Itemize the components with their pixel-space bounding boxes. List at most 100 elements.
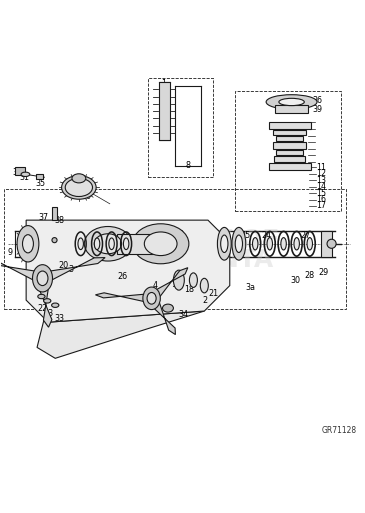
Text: 11: 11	[316, 163, 326, 171]
Text: GR71128: GR71128	[322, 426, 357, 435]
Text: 35: 35	[35, 179, 45, 188]
Polygon shape	[96, 293, 145, 302]
Ellipse shape	[144, 232, 177, 255]
Ellipse shape	[37, 271, 48, 286]
Bar	[4, 189, 346, 309]
Bar	[273, 130, 306, 135]
Ellipse shape	[173, 270, 184, 290]
Ellipse shape	[84, 227, 132, 261]
Ellipse shape	[132, 224, 189, 264]
Bar	[117, 234, 153, 253]
Bar	[321, 231, 331, 256]
Text: 30: 30	[291, 275, 301, 285]
Ellipse shape	[327, 239, 336, 248]
Polygon shape	[37, 311, 204, 358]
Bar	[52, 207, 57, 220]
Ellipse shape	[307, 238, 312, 250]
Ellipse shape	[279, 98, 304, 106]
Bar	[273, 142, 306, 149]
Text: 25: 25	[240, 231, 250, 240]
Ellipse shape	[267, 238, 273, 250]
Ellipse shape	[281, 238, 286, 250]
Ellipse shape	[235, 235, 242, 252]
Text: HALVOPENTA: HALVOPENTA	[91, 248, 274, 272]
Text: 3: 3	[68, 265, 73, 274]
Text: 18: 18	[184, 285, 194, 294]
Text: 39: 39	[313, 105, 323, 114]
Ellipse shape	[218, 227, 231, 260]
Ellipse shape	[78, 238, 84, 250]
Text: 8: 8	[185, 161, 191, 170]
Ellipse shape	[123, 238, 129, 250]
Ellipse shape	[17, 226, 39, 262]
Bar	[276, 150, 303, 155]
Ellipse shape	[147, 292, 156, 304]
Text: 12: 12	[316, 169, 326, 178]
Text: 32: 32	[12, 168, 23, 176]
Text: 5: 5	[158, 247, 163, 255]
Text: 26: 26	[118, 272, 128, 281]
Ellipse shape	[52, 238, 57, 243]
Polygon shape	[150, 302, 176, 334]
Ellipse shape	[109, 238, 114, 250]
Text: 6: 6	[103, 247, 108, 255]
Polygon shape	[0, 258, 37, 280]
Bar	[274, 156, 305, 162]
Ellipse shape	[94, 234, 122, 254]
Polygon shape	[26, 220, 230, 322]
Text: 34: 34	[178, 310, 188, 319]
Text: 10: 10	[81, 192, 91, 201]
Bar	[276, 136, 303, 141]
Text: 9: 9	[8, 248, 13, 258]
Text: 20: 20	[58, 261, 68, 270]
Text: 29: 29	[319, 268, 329, 278]
Ellipse shape	[38, 294, 45, 299]
Ellipse shape	[23, 234, 34, 253]
Text: 3a: 3a	[245, 283, 255, 292]
Text: 14: 14	[316, 182, 326, 191]
Ellipse shape	[266, 95, 317, 109]
Ellipse shape	[72, 174, 86, 183]
Bar	[269, 163, 311, 170]
Text: 33: 33	[54, 314, 65, 323]
Ellipse shape	[32, 265, 53, 292]
Bar	[159, 82, 170, 140]
Ellipse shape	[200, 279, 208, 293]
Ellipse shape	[62, 175, 96, 199]
Bar	[148, 78, 214, 176]
Text: 27: 27	[301, 231, 311, 240]
Ellipse shape	[51, 303, 59, 307]
Text: 24: 24	[262, 231, 272, 240]
Bar	[15, 167, 25, 175]
Text: PROPERTY OF: PROPERTY OF	[85, 228, 280, 252]
Text: 15: 15	[316, 189, 326, 198]
Text: 31: 31	[20, 173, 30, 182]
Bar	[235, 91, 341, 211]
Text: 37: 37	[39, 213, 49, 222]
Ellipse shape	[189, 273, 197, 287]
Text: 19: 19	[171, 281, 181, 289]
Text: 17: 17	[316, 201, 326, 210]
Text: 16: 16	[316, 195, 326, 204]
Bar	[269, 122, 311, 129]
Polygon shape	[153, 268, 188, 297]
Text: 36: 36	[313, 95, 323, 105]
Ellipse shape	[294, 238, 299, 250]
Polygon shape	[38, 285, 52, 327]
Text: 2: 2	[203, 295, 208, 305]
Text: 13: 13	[316, 175, 326, 185]
Text: 28: 28	[304, 271, 314, 280]
Text: 4: 4	[153, 281, 158, 290]
Bar	[275, 105, 308, 113]
Text: 1: 1	[161, 80, 166, 88]
Ellipse shape	[221, 235, 228, 252]
Polygon shape	[48, 258, 105, 280]
Text: 22: 22	[37, 304, 47, 312]
Text: 7: 7	[75, 181, 80, 190]
Ellipse shape	[21, 172, 30, 176]
Text: 38: 38	[54, 216, 65, 225]
Text: 9: 9	[178, 230, 183, 239]
Ellipse shape	[253, 238, 258, 250]
Ellipse shape	[65, 179, 92, 196]
Text: 21: 21	[209, 289, 219, 298]
